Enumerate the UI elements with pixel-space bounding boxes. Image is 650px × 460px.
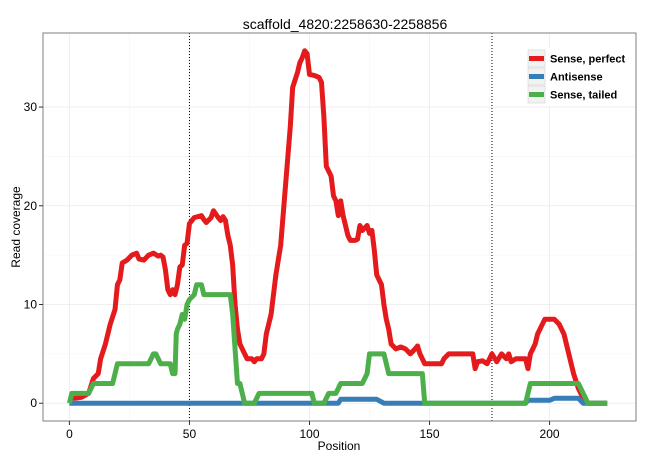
- legend: Sense, perfect Antisense Sense, tailed: [526, 48, 630, 106]
- x-tick-label: 200: [540, 427, 560, 441]
- y-tick-label: 0: [30, 396, 37, 410]
- series-line-sense-perfect: [69, 48, 608, 406]
- x-tick-label: 0: [66, 427, 73, 441]
- y-tick-label: 20: [24, 199, 38, 213]
- legend-label-antisense: Antisense: [550, 72, 603, 84]
- y-axis-label: Read coverage: [9, 186, 23, 268]
- y-tick-label: 10: [24, 298, 38, 312]
- series-line-sense-tailed: [66, 282, 608, 406]
- y-tick-label: 30: [24, 100, 38, 114]
- chart-title: scaffold_4820:2258630-2258856: [243, 16, 448, 32]
- x-tick-label: 150: [420, 427, 440, 441]
- x-tick-label: 100: [299, 427, 319, 441]
- x-tick-label: 50: [183, 427, 197, 441]
- y-axis: 0 10 20 30: [24, 100, 43, 410]
- legend-label-sense-tailed: Sense, tailed: [550, 90, 617, 102]
- plot-border: [42, 32, 637, 422]
- series-layer: [66, 48, 608, 406]
- x-axis-label: Position: [318, 439, 361, 453]
- legend-label-sense-perfect: Sense, perfect: [550, 54, 626, 66]
- x-axis: 0 50 100 150 200: [66, 421, 560, 441]
